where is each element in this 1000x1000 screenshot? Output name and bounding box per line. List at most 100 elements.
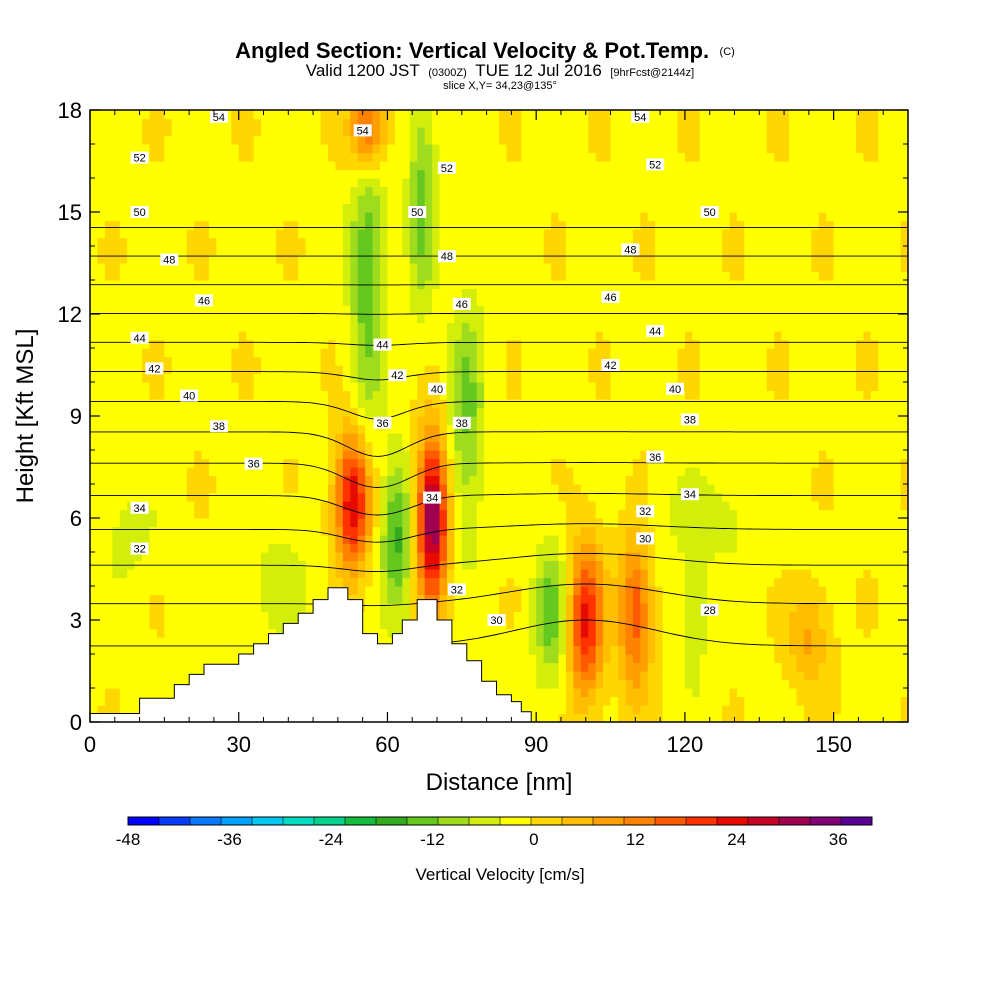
velocity-cell — [90, 501, 99, 511]
velocity-cell — [253, 611, 262, 621]
velocity-cell — [736, 688, 745, 698]
velocity-cell — [194, 331, 203, 341]
velocity-cell — [677, 475, 686, 485]
velocity-cell — [97, 433, 106, 443]
velocity-cell — [216, 501, 225, 511]
velocity-cell — [275, 628, 284, 638]
velocity-cell — [357, 348, 366, 358]
velocity-cell — [826, 484, 835, 494]
velocity-cell — [870, 713, 879, 722]
velocity-cell — [670, 399, 679, 409]
velocity-cell — [149, 543, 158, 553]
velocity-cell — [759, 373, 768, 383]
velocity-cell — [625, 433, 634, 443]
velocity-cell — [342, 569, 351, 579]
velocity-cell — [670, 611, 679, 621]
velocity-cell — [863, 475, 872, 485]
velocity-cell — [796, 492, 805, 502]
velocity-cell — [417, 450, 426, 460]
velocity-cell — [246, 628, 255, 638]
velocity-cell — [684, 509, 693, 519]
velocity-cell — [179, 475, 188, 485]
velocity-cell — [194, 603, 203, 613]
velocity-cell — [729, 373, 738, 383]
velocity-cell — [610, 424, 619, 434]
velocity-cell — [156, 348, 165, 358]
velocity-cell — [870, 390, 879, 400]
velocity-cell — [655, 373, 664, 383]
velocity-cell — [261, 611, 270, 621]
velocity-cell — [580, 679, 589, 689]
velocity-cell — [684, 705, 693, 715]
velocity-cell — [811, 484, 820, 494]
velocity-cell — [878, 450, 887, 460]
velocity-cell — [275, 475, 284, 485]
velocity-cell — [528, 467, 537, 477]
velocity-cell — [335, 526, 344, 536]
velocity-cell — [394, 620, 403, 630]
velocity-cell — [811, 382, 820, 392]
velocity-cell — [893, 390, 902, 400]
velocity-cell — [565, 543, 574, 553]
velocity-cell — [759, 577, 768, 587]
velocity-cell — [729, 560, 738, 570]
velocity-cell — [506, 382, 515, 392]
velocity-cell — [112, 509, 121, 519]
velocity-cell — [625, 484, 634, 494]
velocity-cell — [171, 552, 180, 562]
velocity-cell — [751, 535, 760, 545]
velocity-cell — [432, 441, 441, 451]
velocity-cell — [179, 662, 188, 672]
velocity-cell — [461, 611, 470, 621]
velocity-cell — [186, 348, 195, 358]
velocity-cell — [394, 603, 403, 613]
velocity-cell — [194, 475, 203, 485]
velocity-cell — [432, 535, 441, 545]
velocity-cell — [320, 475, 329, 485]
velocity-cell — [774, 501, 783, 511]
velocity-cell — [863, 535, 872, 545]
velocity-cell — [506, 535, 515, 545]
velocity-cell — [811, 671, 820, 681]
velocity-cell — [603, 713, 612, 722]
velocity-cell — [194, 373, 203, 383]
velocity-cell — [476, 373, 485, 383]
velocity-cell — [714, 611, 723, 621]
velocity-cell — [454, 373, 463, 383]
velocity-cell — [454, 467, 463, 477]
velocity-cell — [409, 509, 418, 519]
velocity-cell — [305, 365, 314, 375]
velocity-cell — [499, 586, 508, 596]
velocity-cell — [900, 348, 908, 358]
velocity-cell — [298, 458, 307, 468]
velocity-cell — [803, 348, 812, 358]
velocity-cell — [595, 475, 604, 485]
velocity-cell — [164, 552, 173, 562]
velocity-cell — [551, 662, 560, 672]
velocity-cell — [573, 416, 582, 426]
velocity-cell — [736, 705, 745, 715]
velocity-cell — [432, 416, 441, 426]
velocity-cell — [171, 620, 180, 630]
velocity-cell — [216, 492, 225, 502]
velocity-cell — [863, 365, 872, 375]
velocity-cell — [476, 620, 485, 630]
velocity-cell — [171, 339, 180, 349]
velocity-cell — [149, 339, 158, 349]
velocity-cell — [588, 611, 597, 621]
velocity-cell — [699, 696, 708, 706]
velocity-cell — [342, 467, 351, 477]
velocity-cell — [506, 348, 515, 358]
velocity-cell — [536, 441, 545, 451]
velocity-cell — [119, 441, 128, 451]
velocity-cell — [774, 424, 783, 434]
velocity-cell — [365, 407, 374, 417]
velocity-cell — [848, 688, 857, 698]
velocity-cell — [841, 484, 850, 494]
velocity-cell — [759, 518, 768, 528]
velocity-cell — [119, 382, 128, 392]
velocity-cell — [803, 679, 812, 689]
velocity-cell — [446, 467, 455, 477]
velocity-cell — [759, 399, 768, 409]
velocity-cell — [818, 407, 827, 417]
